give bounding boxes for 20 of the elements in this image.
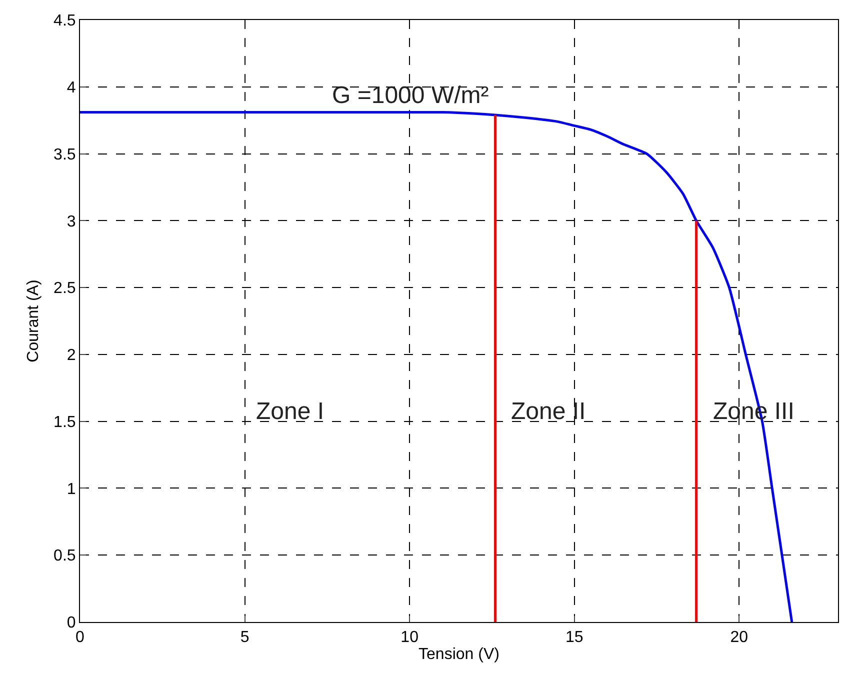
y-axis-title: Courant (A) — [25, 280, 42, 362]
y-tick-label: 4 — [66, 79, 76, 96]
x-tick-label: 10 — [400, 629, 419, 646]
y-tick-label: 2 — [66, 347, 76, 364]
x-tick-label: 15 — [565, 629, 584, 646]
y-tick-label: 0 — [66, 614, 76, 632]
y-tick-label: 0.5 — [54, 548, 76, 565]
x-tick-label: 20 — [730, 629, 748, 646]
line-series — [80, 110, 794, 622]
y-tick-label: 4.5 — [54, 12, 76, 30]
y-tick-label: 2.5 — [54, 280, 76, 298]
x-tick-label: 5 — [240, 629, 250, 646]
y-tick-label: 1.5 — [54, 414, 76, 431]
y-tick-label: 3.5 — [54, 146, 76, 164]
y-tick-label: 3 — [66, 213, 76, 230]
annotation: G =1000 W/m² — [332, 82, 489, 109]
annotation: Zone II — [511, 398, 586, 425]
x-axis-title: Tension (V) — [418, 646, 500, 664]
annotation: Zone I — [256, 398, 324, 425]
y-tick-label: 1 — [66, 480, 76, 498]
